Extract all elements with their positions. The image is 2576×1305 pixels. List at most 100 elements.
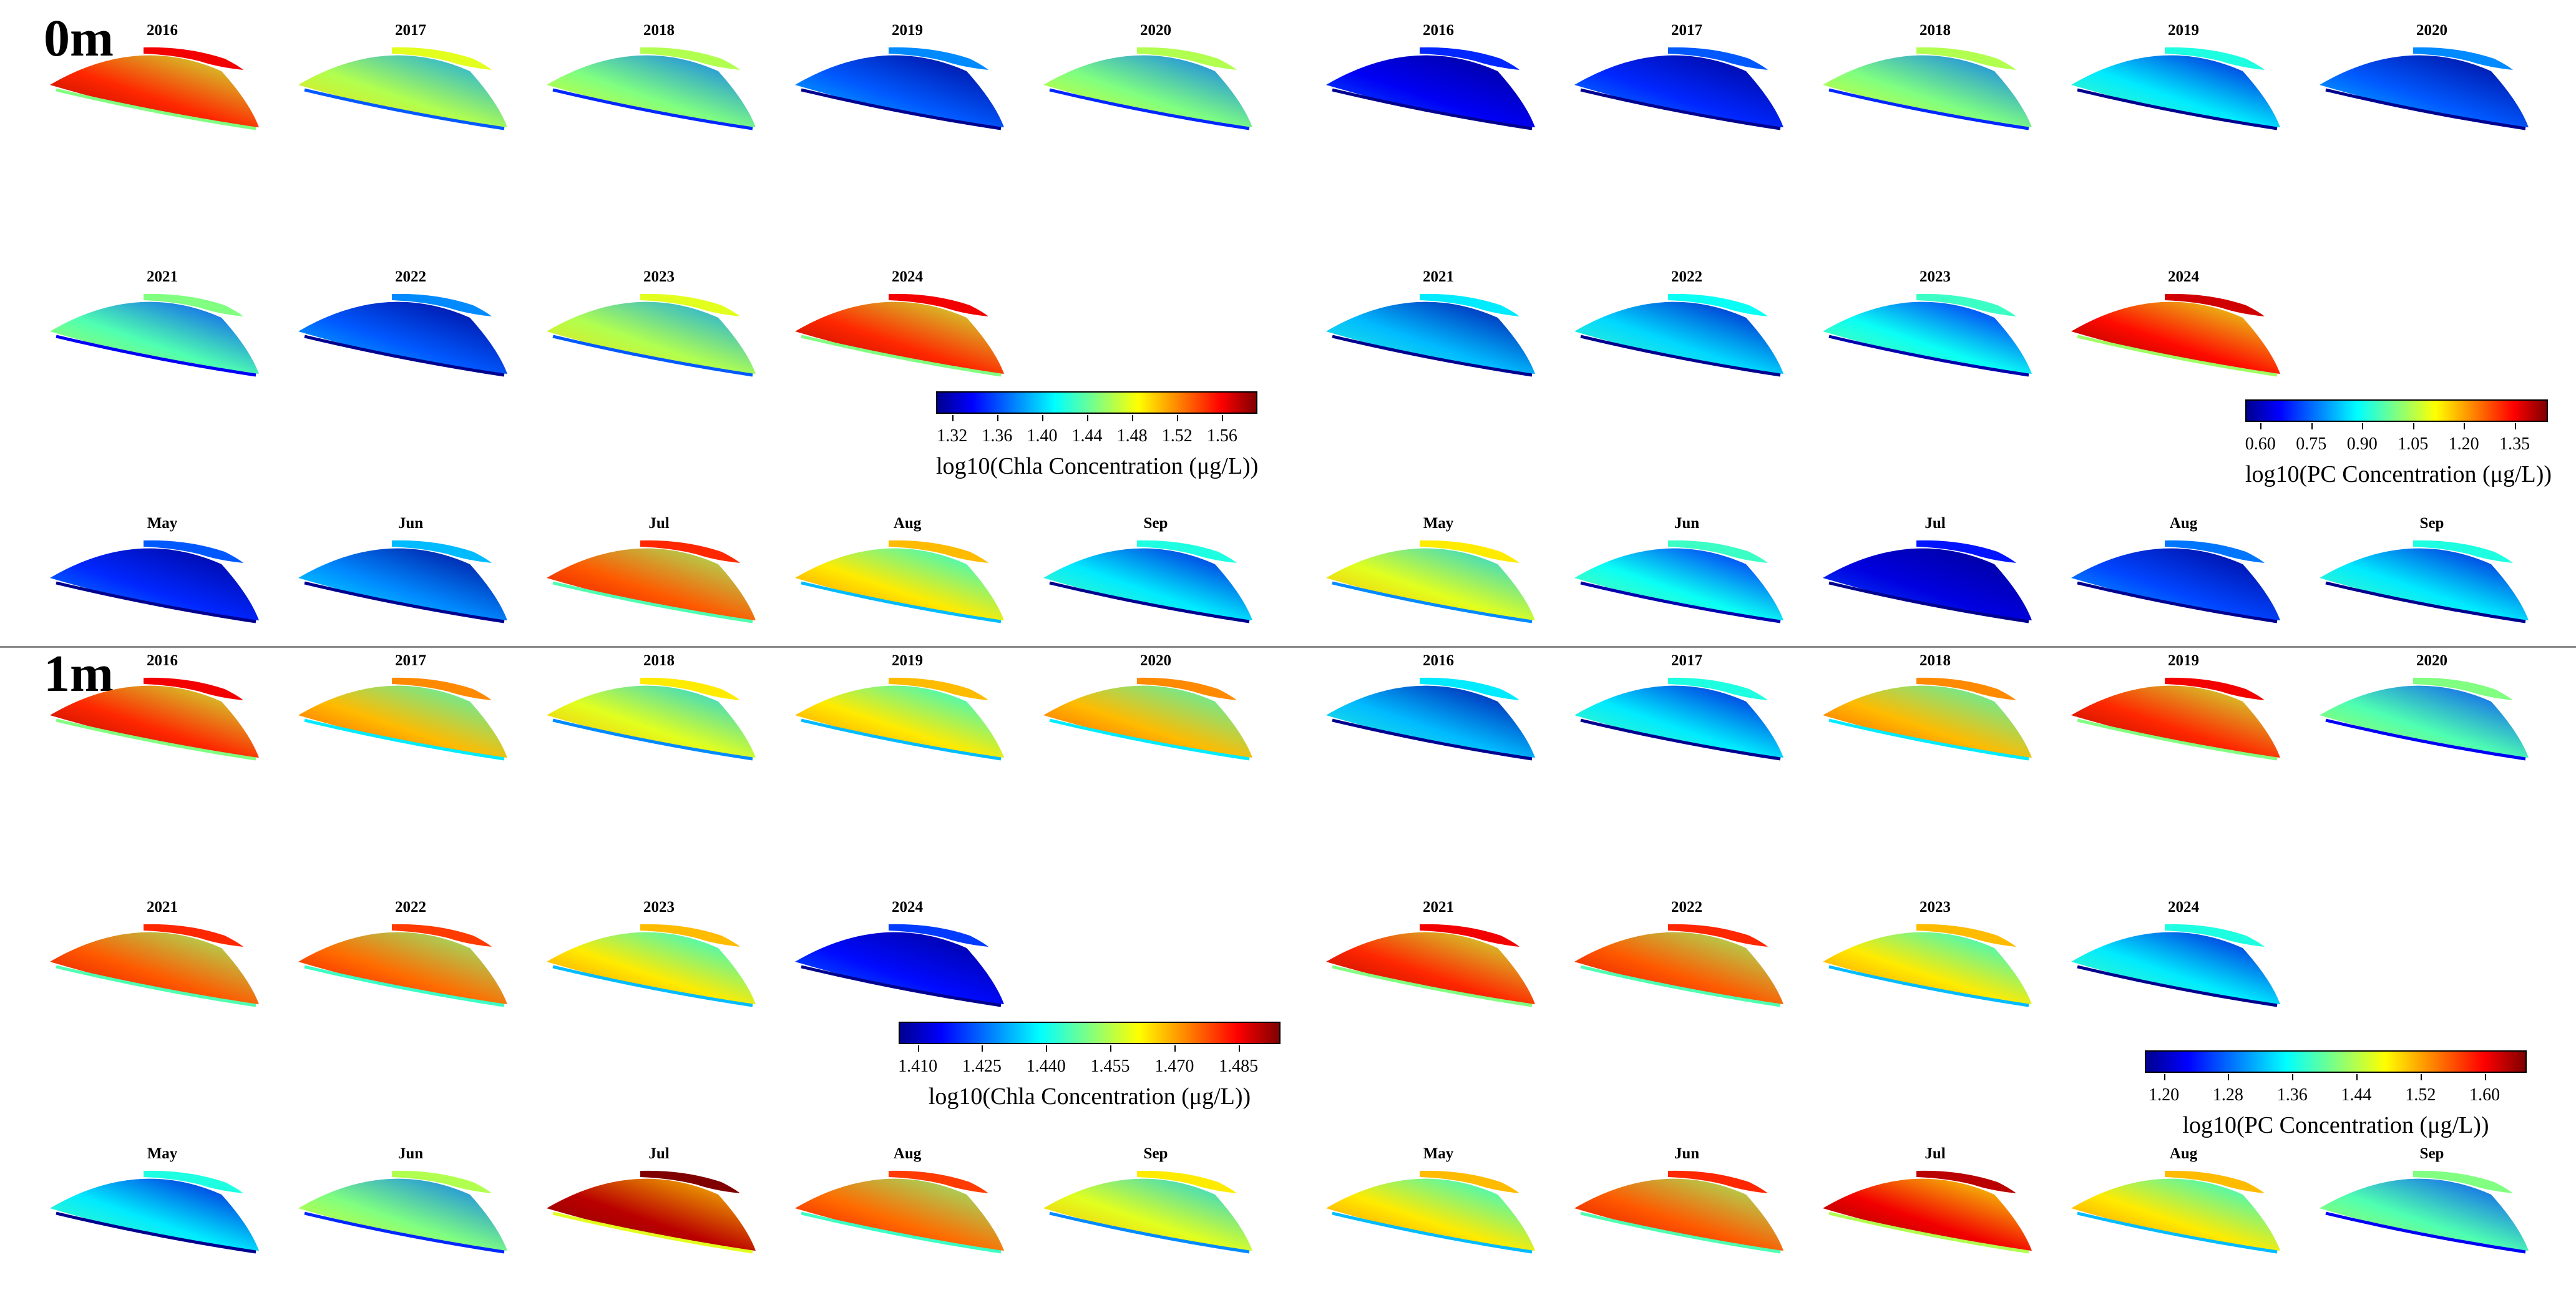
lake-main-body — [1043, 1178, 1252, 1251]
panel-1m-pc-2018: 2018 — [1817, 653, 2054, 778]
panel-label: 2017 — [395, 22, 426, 39]
lake-north-strip — [2413, 47, 2513, 70]
lake-map — [1574, 1170, 1783, 1254]
lake-main-body — [1574, 55, 1783, 127]
lake-north-strip — [1916, 924, 2016, 947]
colorbar-tick-label: 1.470 — [1154, 1057, 1194, 1076]
section-divider — [0, 646, 2576, 648]
lake-north-strip — [889, 47, 988, 70]
panel-label: Sep — [1143, 1145, 1168, 1162]
panel-label: Sep — [1143, 515, 1168, 532]
panel-label: 2019 — [892, 22, 923, 39]
panel-label: 2024 — [892, 899, 923, 916]
lake-main-body — [547, 301, 756, 374]
panel-1m-chla-2018: 2018 — [540, 653, 778, 778]
lake-map — [2071, 677, 2280, 761]
lake-main-body — [1043, 55, 1252, 127]
lake-north-strip — [1137, 1170, 1237, 1193]
lake-main-body — [298, 548, 507, 620]
lake-north-strip — [640, 924, 740, 947]
lake-map — [298, 47, 507, 130]
lake-main-body — [547, 932, 756, 1004]
lake-south-edge — [1332, 581, 1533, 623]
panel-label: Jul — [1925, 515, 1946, 532]
colorbar-tick — [1042, 415, 1043, 421]
panel-label: 2020 — [2416, 22, 2447, 39]
panel-1m-pc-2017: 2017 — [1568, 653, 1805, 778]
lake-south-edge — [552, 88, 753, 130]
lake-map — [2320, 1170, 2529, 1254]
lake-south-edge — [552, 335, 753, 377]
panel-0m-chla-2024: 2024 — [789, 269, 1026, 394]
lake-north-strip — [889, 677, 988, 700]
panel-0m-pc-2016: 2016 — [1320, 22, 1557, 147]
lake-south-edge — [304, 581, 505, 623]
lake-south-edge — [1828, 335, 2029, 377]
lake-main-body — [50, 548, 259, 620]
colorbar-tick-label: 1.56 — [1206, 426, 1237, 446]
lake-south-edge — [801, 88, 1002, 130]
lake-map — [50, 47, 259, 130]
panel-label: 2020 — [2416, 652, 2447, 669]
panel-label: 2023 — [1920, 268, 1951, 285]
lake-main-body — [1326, 55, 1535, 127]
lake-map — [1823, 47, 2032, 130]
lake-north-strip — [2165, 47, 2265, 70]
lake-map — [1326, 677, 1535, 761]
panel-label: 2016 — [1423, 22, 1454, 39]
panel-label: 2021 — [1423, 268, 1454, 285]
lake-map — [795, 540, 1004, 623]
panel-label: May — [147, 515, 178, 532]
panel-label: 2018 — [643, 652, 675, 669]
panel-label: 2020 — [1140, 652, 1171, 669]
panel-1m-pc-2022: 2022 — [1568, 899, 1805, 1024]
panel-1m-pc-Aug: Aug — [2065, 1146, 2302, 1271]
lake-north-strip — [1916, 540, 2016, 563]
lake-map — [1574, 293, 1783, 377]
panel-0m-chla-2022: 2022 — [292, 269, 529, 394]
colorbar-tick — [2464, 423, 2466, 429]
lake-south-edge — [2077, 581, 2278, 623]
lake-south-edge — [1828, 718, 2029, 761]
lake-main-body — [298, 1178, 507, 1251]
colorbar-tick-label: 1.44 — [1071, 426, 1103, 446]
panel-0m-pc-2020: 2020 — [2313, 22, 2550, 147]
lake-map — [547, 47, 756, 130]
lake-map — [1574, 47, 1783, 130]
lake-main-body — [547, 548, 756, 620]
lake-map — [1043, 1170, 1252, 1254]
panel-1m-chla-May: May — [44, 1146, 281, 1271]
lake-north-strip — [640, 1170, 740, 1193]
colorbar-tick — [1238, 1045, 1240, 1052]
panel-label: 2019 — [2168, 652, 2199, 669]
panel-label: Aug — [2169, 515, 2198, 532]
lake-south-edge — [1332, 335, 1533, 377]
panel-1m-pc-May: May — [1320, 1146, 1557, 1271]
lake-main-body — [50, 685, 259, 758]
panel-1m-chla-2021: 2021 — [44, 899, 281, 1024]
colorbar-gradient — [2145, 1050, 2527, 1073]
colorbar-tick-label: 1.20 — [2448, 434, 2479, 454]
lake-map — [50, 1170, 259, 1254]
lake-north-strip — [1137, 540, 1237, 563]
lake-north-strip — [1916, 677, 2016, 700]
colorbar-tick-label: 1.455 — [1090, 1057, 1130, 1076]
panel-1m-chla-2020: 2020 — [1037, 653, 1274, 778]
lake-north-strip — [1916, 1170, 2016, 1193]
panel-label: Aug — [2169, 1145, 2198, 1162]
lake-north-strip — [392, 540, 492, 563]
lake-north-strip — [1668, 47, 1768, 70]
colorbar-1m-pc: 1.20 1.28 1.36 1.44 1.52 1.60 log10(PC Concent… — [2145, 1050, 2527, 1163]
lake-map — [2071, 47, 2280, 130]
panel-0m-pc-2022: 2022 — [1568, 269, 1805, 394]
lake-main-body — [298, 55, 507, 127]
lake-north-strip — [1668, 540, 1768, 563]
depth-label-1m: 1m — [44, 645, 114, 703]
lake-south-edge — [304, 1211, 505, 1254]
panel-1m-chla-2019: 2019 — [789, 653, 1026, 778]
panel-0m-pc-Sep: Sep — [2313, 516, 2550, 640]
lake-main-body — [2320, 1178, 2529, 1251]
panel-0m-chla-May: May — [44, 516, 281, 640]
lake-map — [2320, 540, 2529, 623]
lake-map — [1043, 47, 1252, 130]
